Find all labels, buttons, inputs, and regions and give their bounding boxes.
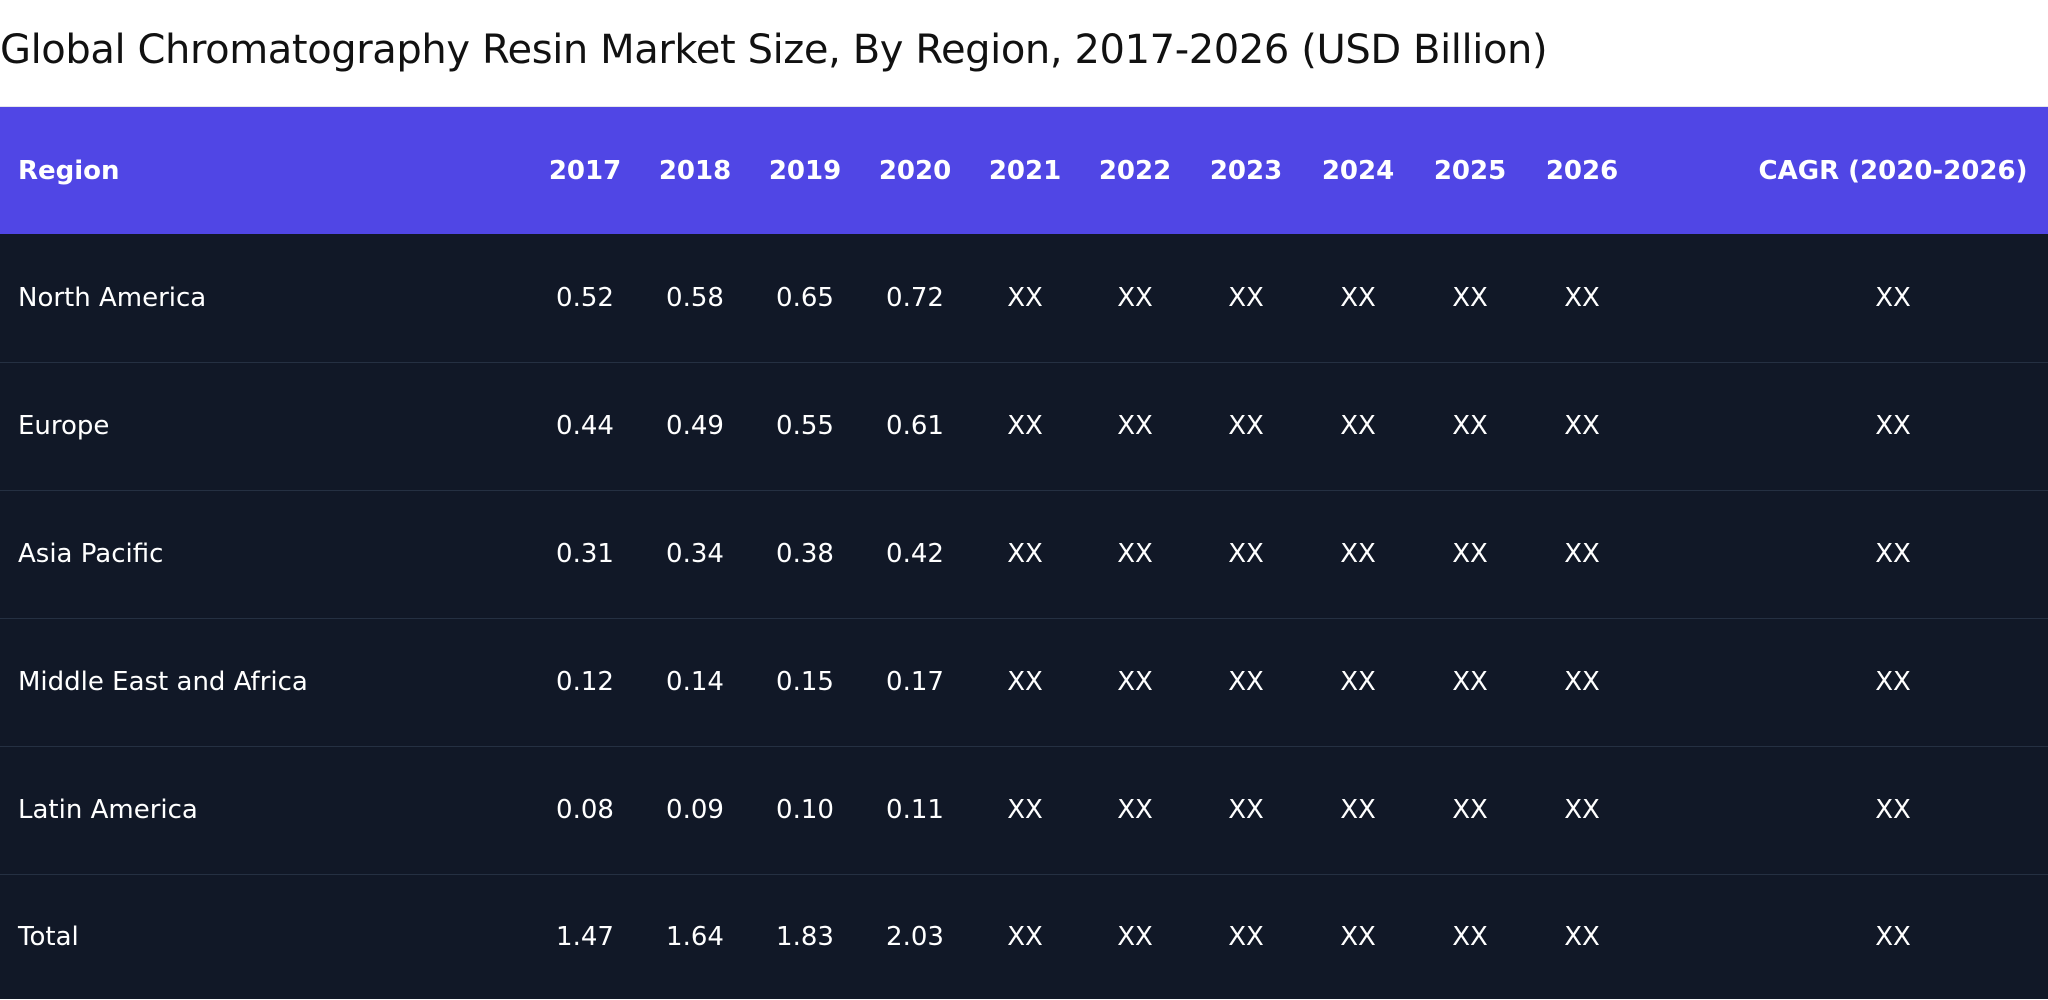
column-header-2018: 2018 bbox=[658, 155, 732, 186]
value-cell: 0.15 bbox=[750, 617, 860, 746]
value-cell: XX bbox=[1414, 361, 1526, 490]
table-body: North America 0.52 0.58 0.65 0.72 XX XX XX XX XX X… bbox=[0, 234, 2048, 999]
value-cell: XX bbox=[1080, 489, 1190, 618]
market-size-table: Region 2017 2018 2019 2020 2021 2022 2023 2024 20… bbox=[0, 107, 2048, 999]
value-cell: 0.09 bbox=[640, 745, 750, 874]
value-cell: XX bbox=[1190, 617, 1302, 746]
value-cell: 0.11 bbox=[860, 745, 970, 874]
value-cell: 0.08 bbox=[530, 745, 640, 874]
column-header-2026: 2026 bbox=[1545, 155, 1619, 186]
value-cell: XX bbox=[970, 361, 1080, 490]
value-cell: 0.17 bbox=[860, 617, 970, 746]
value-cell: 0.44 bbox=[530, 361, 640, 490]
region-name-cell: Total bbox=[0, 873, 530, 999]
value-cell: XX bbox=[1080, 745, 1190, 874]
table-row: Asia Pacific 0.31 0.34 0.38 0.42 XX XX XX XX XX XX… bbox=[0, 489, 2048, 618]
column-header-2022: 2022 bbox=[1098, 155, 1172, 186]
column-header-region: Region bbox=[18, 155, 120, 186]
value-cell: XX bbox=[1414, 489, 1526, 618]
value-cell: 0.61 bbox=[860, 361, 970, 490]
value-cell: XX bbox=[1414, 873, 1526, 999]
value-cell: XX bbox=[1302, 361, 1414, 490]
value-cell: XX bbox=[1080, 617, 1190, 746]
column-header-2024: 2024 bbox=[1321, 155, 1395, 186]
value-cell: 0.34 bbox=[640, 489, 750, 618]
value-cell: XX bbox=[1117, 282, 1153, 313]
table-row: North America 0.52 0.58 0.65 0.72 XX XX XX XX XX X… bbox=[0, 234, 2048, 362]
column-header-2025: 2025 bbox=[1433, 155, 1507, 186]
value-cell: XX bbox=[1190, 489, 1302, 618]
column-header-2017: 2017 bbox=[548, 155, 622, 186]
value-cell: 0.55 bbox=[750, 361, 860, 490]
value-cell: XX bbox=[1526, 745, 1638, 874]
value-cell: XX bbox=[1302, 617, 1414, 746]
table-row: Middle East and Africa 0.12 0.14 0.15 0.17 XX… bbox=[0, 617, 2048, 746]
column-header-cagr-2020-2026: CAGR (2020-2026) bbox=[1758, 155, 2028, 186]
value-cell: XX bbox=[970, 873, 1080, 999]
value-cell: XX bbox=[1302, 745, 1414, 874]
value-cell: XX bbox=[1228, 282, 1264, 313]
value-cell: XX bbox=[1302, 873, 1414, 999]
column-header-2020: 2020 bbox=[878, 155, 952, 186]
value-cell: 0.42 bbox=[860, 489, 970, 618]
value-cell: 0.52 bbox=[556, 282, 614, 313]
region-name-cell: Middle East and Africa bbox=[0, 617, 530, 746]
value-cell: XX bbox=[1526, 361, 1638, 490]
value-cell: XX bbox=[1638, 873, 2048, 999]
value-cell: XX bbox=[970, 489, 1080, 618]
value-cell: XX bbox=[1190, 873, 1302, 999]
value-cell: XX bbox=[1080, 873, 1190, 999]
value-cell: XX bbox=[1638, 489, 2048, 618]
value-cell: XX bbox=[1638, 361, 2048, 490]
region-name-cell: Asia Pacific bbox=[0, 489, 530, 618]
table-title: Global Chromatography Resin Market Size,… bbox=[0, 0, 2048, 107]
table-row: Total 1.47 1.64 1.83 2.03 XX XX XX XX XX XX XX bbox=[0, 873, 2048, 999]
value-cell: XX bbox=[1875, 282, 1911, 313]
value-cell: 1.64 bbox=[640, 873, 750, 999]
value-cell: XX bbox=[1452, 282, 1488, 313]
value-cell: 2.03 bbox=[860, 873, 970, 999]
value-cell: XX bbox=[1638, 745, 2048, 874]
value-cell: XX bbox=[1638, 617, 2048, 746]
value-cell: 0.31 bbox=[530, 489, 640, 618]
value-cell: 0.12 bbox=[530, 617, 640, 746]
column-header-2021: 2021 bbox=[988, 155, 1062, 186]
value-cell: XX bbox=[1526, 873, 1638, 999]
value-cell: XX bbox=[1526, 489, 1638, 618]
value-cell: XX bbox=[1414, 745, 1526, 874]
value-cell: XX bbox=[1414, 617, 1526, 746]
region-name-cell: Latin America bbox=[0, 745, 530, 874]
value-cell: 0.38 bbox=[750, 489, 860, 618]
value-cell: XX bbox=[1302, 489, 1414, 618]
value-cell: 0.10 bbox=[750, 745, 860, 874]
column-header-2023: 2023 bbox=[1209, 155, 1283, 186]
value-cell: XX bbox=[1340, 282, 1376, 313]
value-cell: 0.72 bbox=[886, 282, 944, 313]
value-cell: XX bbox=[1007, 282, 1043, 313]
value-cell: XX bbox=[1564, 282, 1600, 313]
value-cell: 0.58 bbox=[666, 282, 724, 313]
value-cell: 1.47 bbox=[530, 873, 640, 999]
table-row: Europe 0.44 0.49 0.55 0.61 XX XX XX XX XX XX XX bbox=[0, 361, 2048, 490]
region-name-cell: Europe bbox=[0, 361, 530, 490]
column-header-2019: 2019 bbox=[768, 155, 842, 186]
value-cell: XX bbox=[1526, 617, 1638, 746]
value-cell: XX bbox=[970, 745, 1080, 874]
region-name-cell: North America bbox=[18, 282, 207, 313]
value-cell: XX bbox=[1190, 745, 1302, 874]
table-row: Latin America 0.08 0.09 0.10 0.11 XX XX XX XX XX X… bbox=[0, 745, 2048, 874]
value-cell: 0.65 bbox=[776, 282, 834, 313]
header-row: Region 2017 2018 2019 2020 2021 2022 2023 2024 20… bbox=[0, 107, 2048, 234]
value-cell: XX bbox=[1190, 361, 1302, 490]
value-cell: 0.49 bbox=[640, 361, 750, 490]
value-cell: 1.83 bbox=[750, 873, 860, 999]
value-cell: 0.14 bbox=[640, 617, 750, 746]
value-cell: XX bbox=[970, 617, 1080, 746]
value-cell: XX bbox=[1080, 361, 1190, 490]
